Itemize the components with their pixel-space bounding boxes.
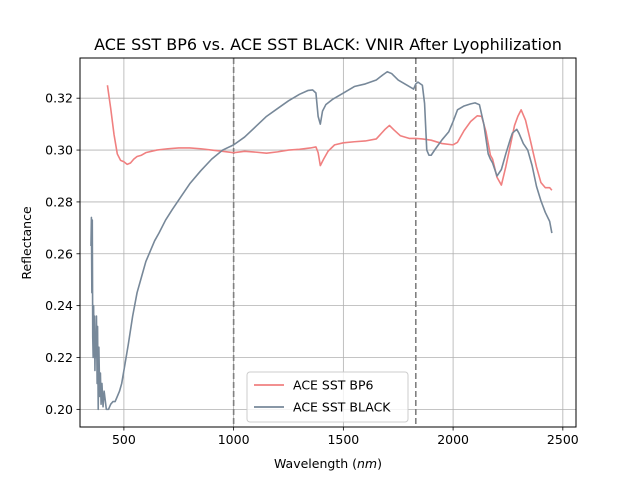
x-axis-unit-close: ) [377,456,382,471]
y-tick-label: 0.22 [45,350,73,365]
y-tick-label: 0.26 [45,246,73,261]
plot-area [80,58,576,427]
x-tick-label: 500 [112,432,136,447]
x-axis-unit: nm [357,456,377,471]
y-tick-label: 0.30 [45,143,73,158]
series-line-ace-sst-bp6 [106,85,553,191]
y-axis-title: Reflectance [19,206,34,280]
y-tick-label: 0.28 [45,194,73,209]
legend-label-ace-sst-black: ACE SST BLACK [293,400,391,415]
x-axis-ticks: 500 1000 1500 2000 2500 [112,427,579,447]
x-axis-label: Wavelength [274,456,348,471]
legend: ACE SST BP6 ACE SST BLACK [246,371,409,423]
y-axis-ticks: 0.20 0.22 0.24 0.26 0.28 0.30 0.32 [45,91,80,417]
x-tick-label: 2000 [437,432,469,447]
y-tick-label: 0.20 [45,402,73,417]
x-tick-label: 1000 [218,432,250,447]
vertical-reference-lines [232,58,417,427]
x-axis-title: Wavelength (nm) [274,456,382,471]
y-tick-label: 0.24 [45,298,73,313]
plot-frame [79,57,577,428]
chart-title: ACE SST BP6 vs. ACE SST BLACK: VNIR Afte… [94,35,562,54]
x-axis-unit-open: ( [348,456,357,471]
x-tick-label: 1500 [327,432,359,447]
series-lines [90,70,553,411]
grid [80,58,576,427]
series-line-ace-sst-black [90,70,553,411]
legend-box [246,371,409,423]
legend-label-ace-sst-bp6: ACE SST BP6 [293,378,374,393]
x-tick-label: 2500 [547,432,579,447]
y-tick-label: 0.32 [45,91,73,106]
